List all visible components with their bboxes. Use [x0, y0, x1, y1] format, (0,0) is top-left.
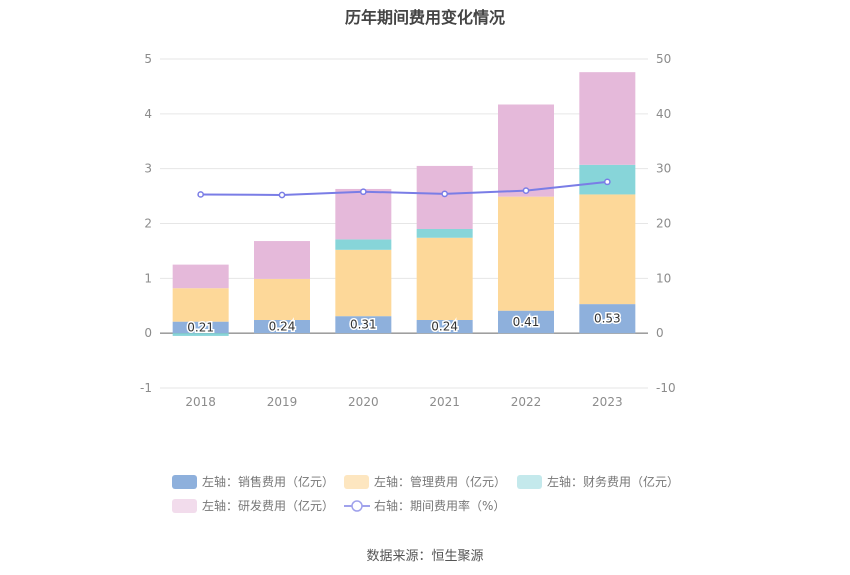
bar-segment-1-2021 [416, 237, 473, 321]
bar-segment-2-2020 [335, 239, 392, 250]
legend-swatch-icon [517, 475, 542, 489]
left-axis-tick-label: 1 [144, 271, 152, 285]
x-axis-tick-label: 2018 [185, 395, 216, 409]
x-axis-tick-label: 2022 [511, 395, 542, 409]
data-label: 0.21 [187, 320, 214, 334]
chart-title: 历年期间费用变化情况 [344, 8, 505, 27]
left-axis-tick-label: 0 [144, 326, 152, 340]
bar-segment-3-2018 [172, 264, 229, 289]
bar-segment-3-2019 [254, 241, 310, 279]
legend-label: 左轴：销售费用（亿元） [202, 474, 334, 489]
right-axis-tick-label: 40 [656, 107, 671, 121]
left-axis-tick-label: 4 [144, 107, 152, 121]
line-point-2021 [441, 190, 449, 198]
x-axis-tick-label: 2019 [267, 395, 298, 409]
data-label: 0.24 [269, 320, 296, 334]
bar-segment-0-2020 [335, 316, 392, 334]
x-axis-tick-label: 2023 [592, 395, 623, 409]
left-axis-tick-label: 2 [144, 217, 152, 231]
data-label: 0.24 [431, 320, 458, 334]
right-axis-tick-label: 30 [656, 162, 671, 176]
bar-segment-3-2020 [335, 188, 392, 240]
bar-segment-1-2018 [172, 288, 229, 322]
line-point-2023 [603, 178, 611, 186]
left-axis-tick-label: 3 [144, 162, 152, 176]
data-label: 0.41 [513, 315, 540, 329]
legend-swatch-icon [172, 499, 197, 513]
line-point-2020 [359, 188, 367, 196]
bar-segment-1-2022 [498, 196, 554, 311]
right-axis-tick-label: 20 [656, 217, 671, 231]
data-source: 数据来源：恒生聚源 [366, 549, 484, 564]
legend-swatch-icon [172, 475, 197, 489]
bar-segment-0-2018 [172, 321, 229, 334]
bar-segment-1-2019 [254, 278, 310, 321]
data-label: 0.53 [594, 312, 621, 326]
line-point-2018 [197, 191, 205, 198]
legend-label: 左轴：财务费用（亿元） [547, 474, 679, 489]
bar-segment-0-2023 [579, 304, 636, 334]
bar-segment-1-2023 [579, 194, 636, 305]
bar-segment-2-2018 [172, 333, 229, 336]
right-axis-tick-label: 10 [656, 271, 671, 285]
legend-label: 左轴：管理费用（亿元） [374, 474, 506, 489]
legend-label: 右轴：期间费用率（%） [374, 498, 505, 513]
x-axis-tick-label: 2021 [429, 395, 460, 409]
chart-svg: 5 50 4 40 3 30 2 20 1 10 0 0 -1 -10 2018 0.21 2019 0.24 20… [140, 52, 679, 513]
legend-marker-icon [351, 500, 363, 512]
line-point-2019 [278, 191, 286, 199]
bar-segment-0-2019 [254, 320, 310, 334]
left-axis-tick-label: -1 [140, 381, 152, 395]
bar-segment-3-2022 [498, 104, 554, 197]
line-point-2022 [522, 187, 530, 194]
legend-swatch-icon [344, 475, 369, 489]
right-axis-tick-label: -10 [656, 381, 676, 395]
bar-segment-1-2020 [335, 249, 392, 317]
bar-segment-3-2021 [416, 165, 473, 229]
bar-segment-3-2023 [579, 72, 636, 165]
bar-segment-0-2022 [498, 310, 554, 334]
data-label: 0.31 [350, 318, 377, 332]
right-axis-tick-label: 0 [656, 326, 664, 340]
bar-segment-2-2021 [416, 228, 473, 238]
line-series-0 [200, 180, 608, 196]
left-axis-tick-label: 5 [144, 52, 152, 66]
x-axis-tick-label: 2020 [348, 395, 379, 409]
legend-label: 左轴：研发费用（亿元） [202, 498, 334, 513]
right-axis-tick-label: 50 [656, 52, 671, 66]
bar-segment-0-2021 [416, 320, 473, 334]
